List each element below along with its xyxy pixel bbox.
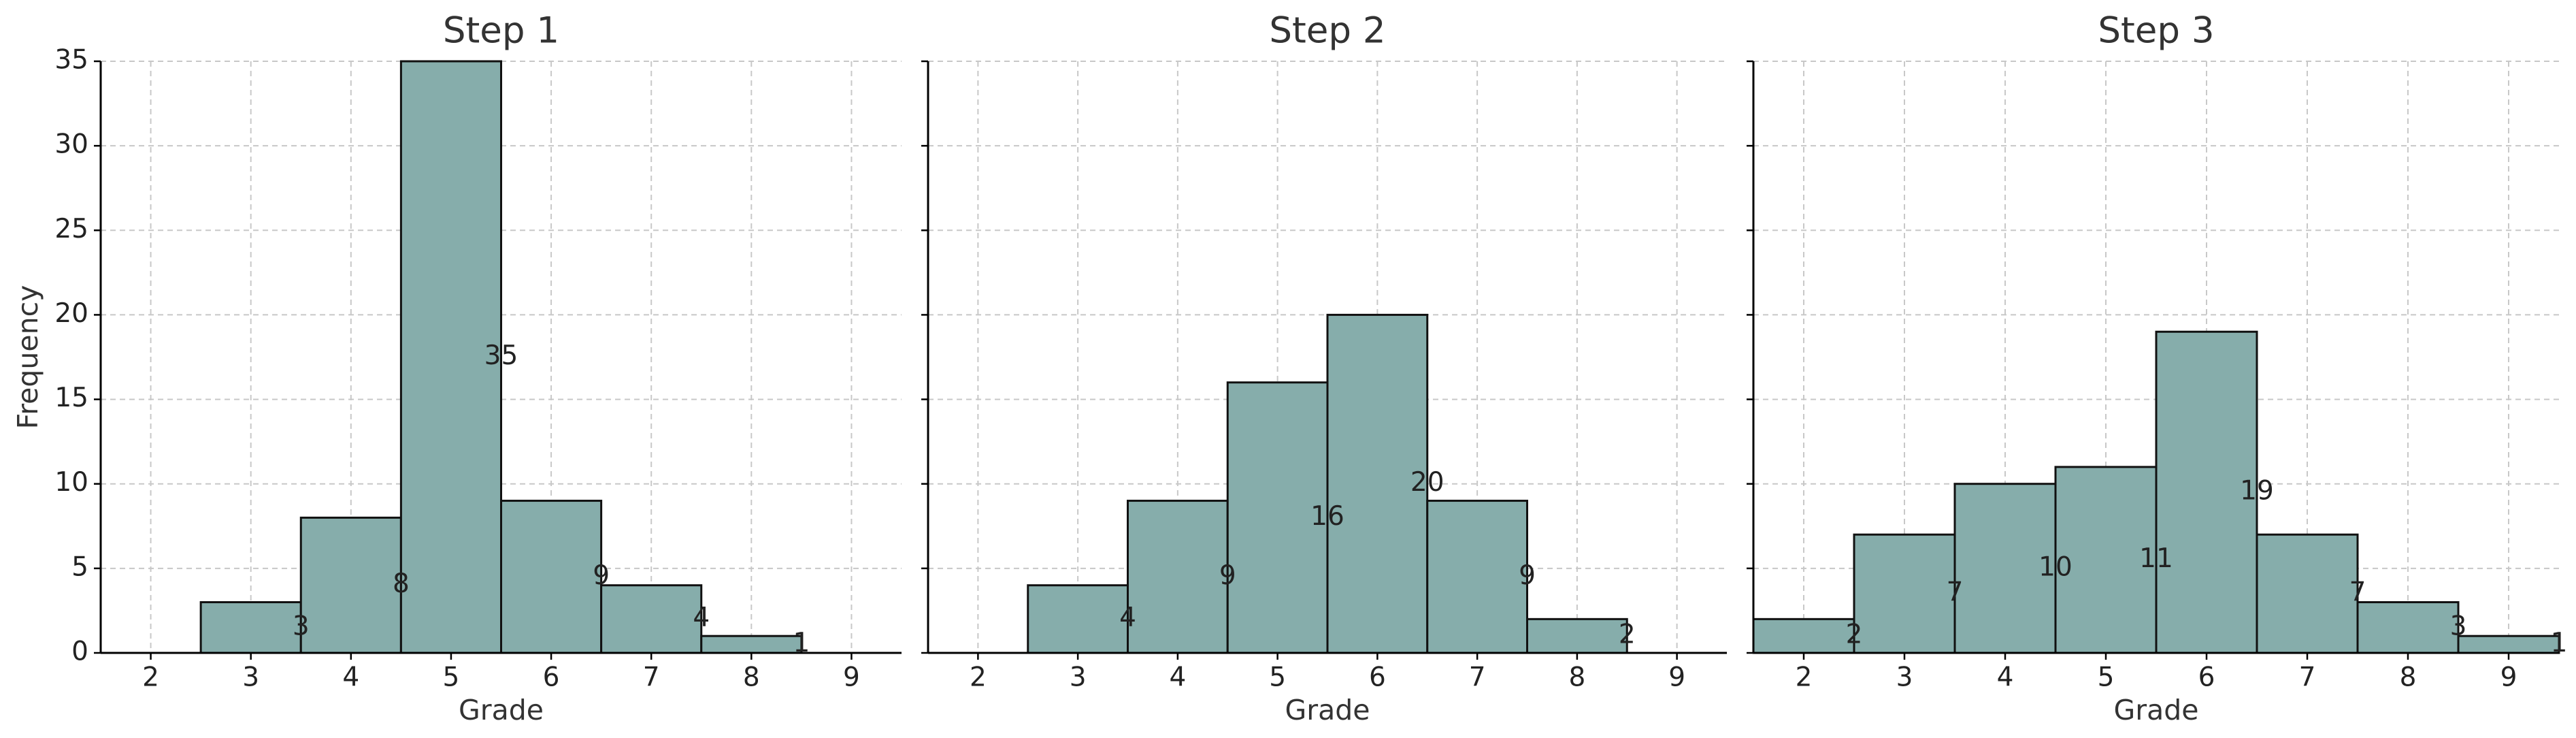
data-label: 8 — [393, 568, 410, 599]
x-tick-label: 7 — [2299, 662, 2316, 693]
bar — [199, 601, 302, 654]
x-tick-label: 3 — [1896, 662, 1913, 693]
data-label: 35 — [484, 340, 518, 371]
x-tick-label: 4 — [1997, 662, 2014, 693]
x-tick-label: 6 — [543, 662, 560, 693]
x-tick-label: 3 — [242, 662, 259, 693]
data-label: 3 — [2450, 611, 2467, 641]
data-label: 19 — [2240, 476, 2274, 507]
x-tick-label: 7 — [1469, 662, 1486, 693]
data-label: 9 — [593, 560, 610, 591]
y-axis-label: Frequency — [12, 285, 44, 430]
y-tick-label: 35 — [54, 45, 88, 76]
data-label: 11 — [2139, 543, 2173, 574]
bar — [2155, 330, 2258, 654]
x-tick-label: 6 — [2198, 662, 2215, 693]
bar — [1326, 313, 1429, 654]
x-tick-label: 5 — [1269, 662, 1286, 693]
x-tick-label: 2 — [970, 662, 987, 693]
bar — [1127, 500, 1229, 654]
data-label: 3 — [293, 611, 310, 641]
x-tick-label: 8 — [743, 662, 760, 693]
x-tick-label: 9 — [2500, 662, 2517, 693]
data-label: 4 — [693, 603, 710, 633]
x-tick-label: 5 — [443, 662, 460, 693]
bar — [1853, 533, 1956, 654]
x-tick-label: 9 — [843, 662, 860, 693]
data-label: 16 — [1310, 501, 1344, 532]
data-label: 2 — [1619, 620, 1636, 650]
bar — [700, 635, 803, 654]
y-tick-label: 30 — [54, 129, 88, 160]
panel-title: Step 1 — [443, 10, 559, 52]
x-tick-label: 8 — [2400, 662, 2417, 693]
x-tick-label: 6 — [1369, 662, 1386, 693]
y-tick-label: 20 — [54, 298, 88, 329]
data-label: 7 — [1947, 577, 1964, 608]
bar — [1426, 500, 1528, 654]
bar — [1752, 617, 1855, 654]
bar — [2054, 466, 2158, 654]
data-label: 4 — [1119, 603, 1136, 633]
bar — [2457, 635, 2560, 654]
x-tick-label: 7 — [643, 662, 660, 693]
bar — [1027, 584, 1129, 654]
x-axis-label: Grade — [459, 694, 544, 726]
panel: 2 3 4 5 6 7 8 9 4 9 16 20 9 2 Step 2 Grade — [921, 10, 1727, 726]
y-tick-label: 5 — [71, 551, 88, 582]
x-tick-label: 4 — [1169, 662, 1186, 693]
bar — [600, 584, 703, 654]
x-tick-label: 9 — [1668, 662, 1685, 693]
x-tick-label: 2 — [142, 662, 159, 693]
data-label: 7 — [2349, 577, 2366, 608]
y-tick-label: 0 — [71, 637, 88, 667]
x-axis-label: Grade — [2113, 694, 2198, 726]
bar — [2256, 533, 2359, 654]
x-axis-label: Grade — [1285, 694, 1370, 726]
bar — [299, 516, 402, 654]
x-tick-label: 2 — [1796, 662, 1813, 693]
y-tick-label: 25 — [54, 214, 88, 244]
y-tick-label: 15 — [54, 383, 88, 413]
bar — [2356, 601, 2460, 654]
data-label: 9 — [1219, 560, 1236, 591]
x-tick-label: 4 — [342, 662, 359, 693]
bar — [1526, 617, 1628, 654]
y-tick-label: 10 — [54, 467, 88, 498]
x-tick-label: 3 — [1070, 662, 1087, 693]
x-tick-label: 5 — [2098, 662, 2115, 693]
bar — [1953, 483, 2057, 654]
panel-title: Step 2 — [1269, 10, 1385, 52]
x-tick-label: 8 — [1568, 662, 1585, 693]
data-label: 20 — [1410, 467, 1444, 498]
data-label: 2 — [1846, 620, 1863, 650]
data-label: 10 — [2038, 551, 2073, 582]
panel-title: Step 3 — [2098, 10, 2214, 52]
data-label: 9 — [1519, 560, 1536, 591]
bar — [500, 500, 603, 654]
